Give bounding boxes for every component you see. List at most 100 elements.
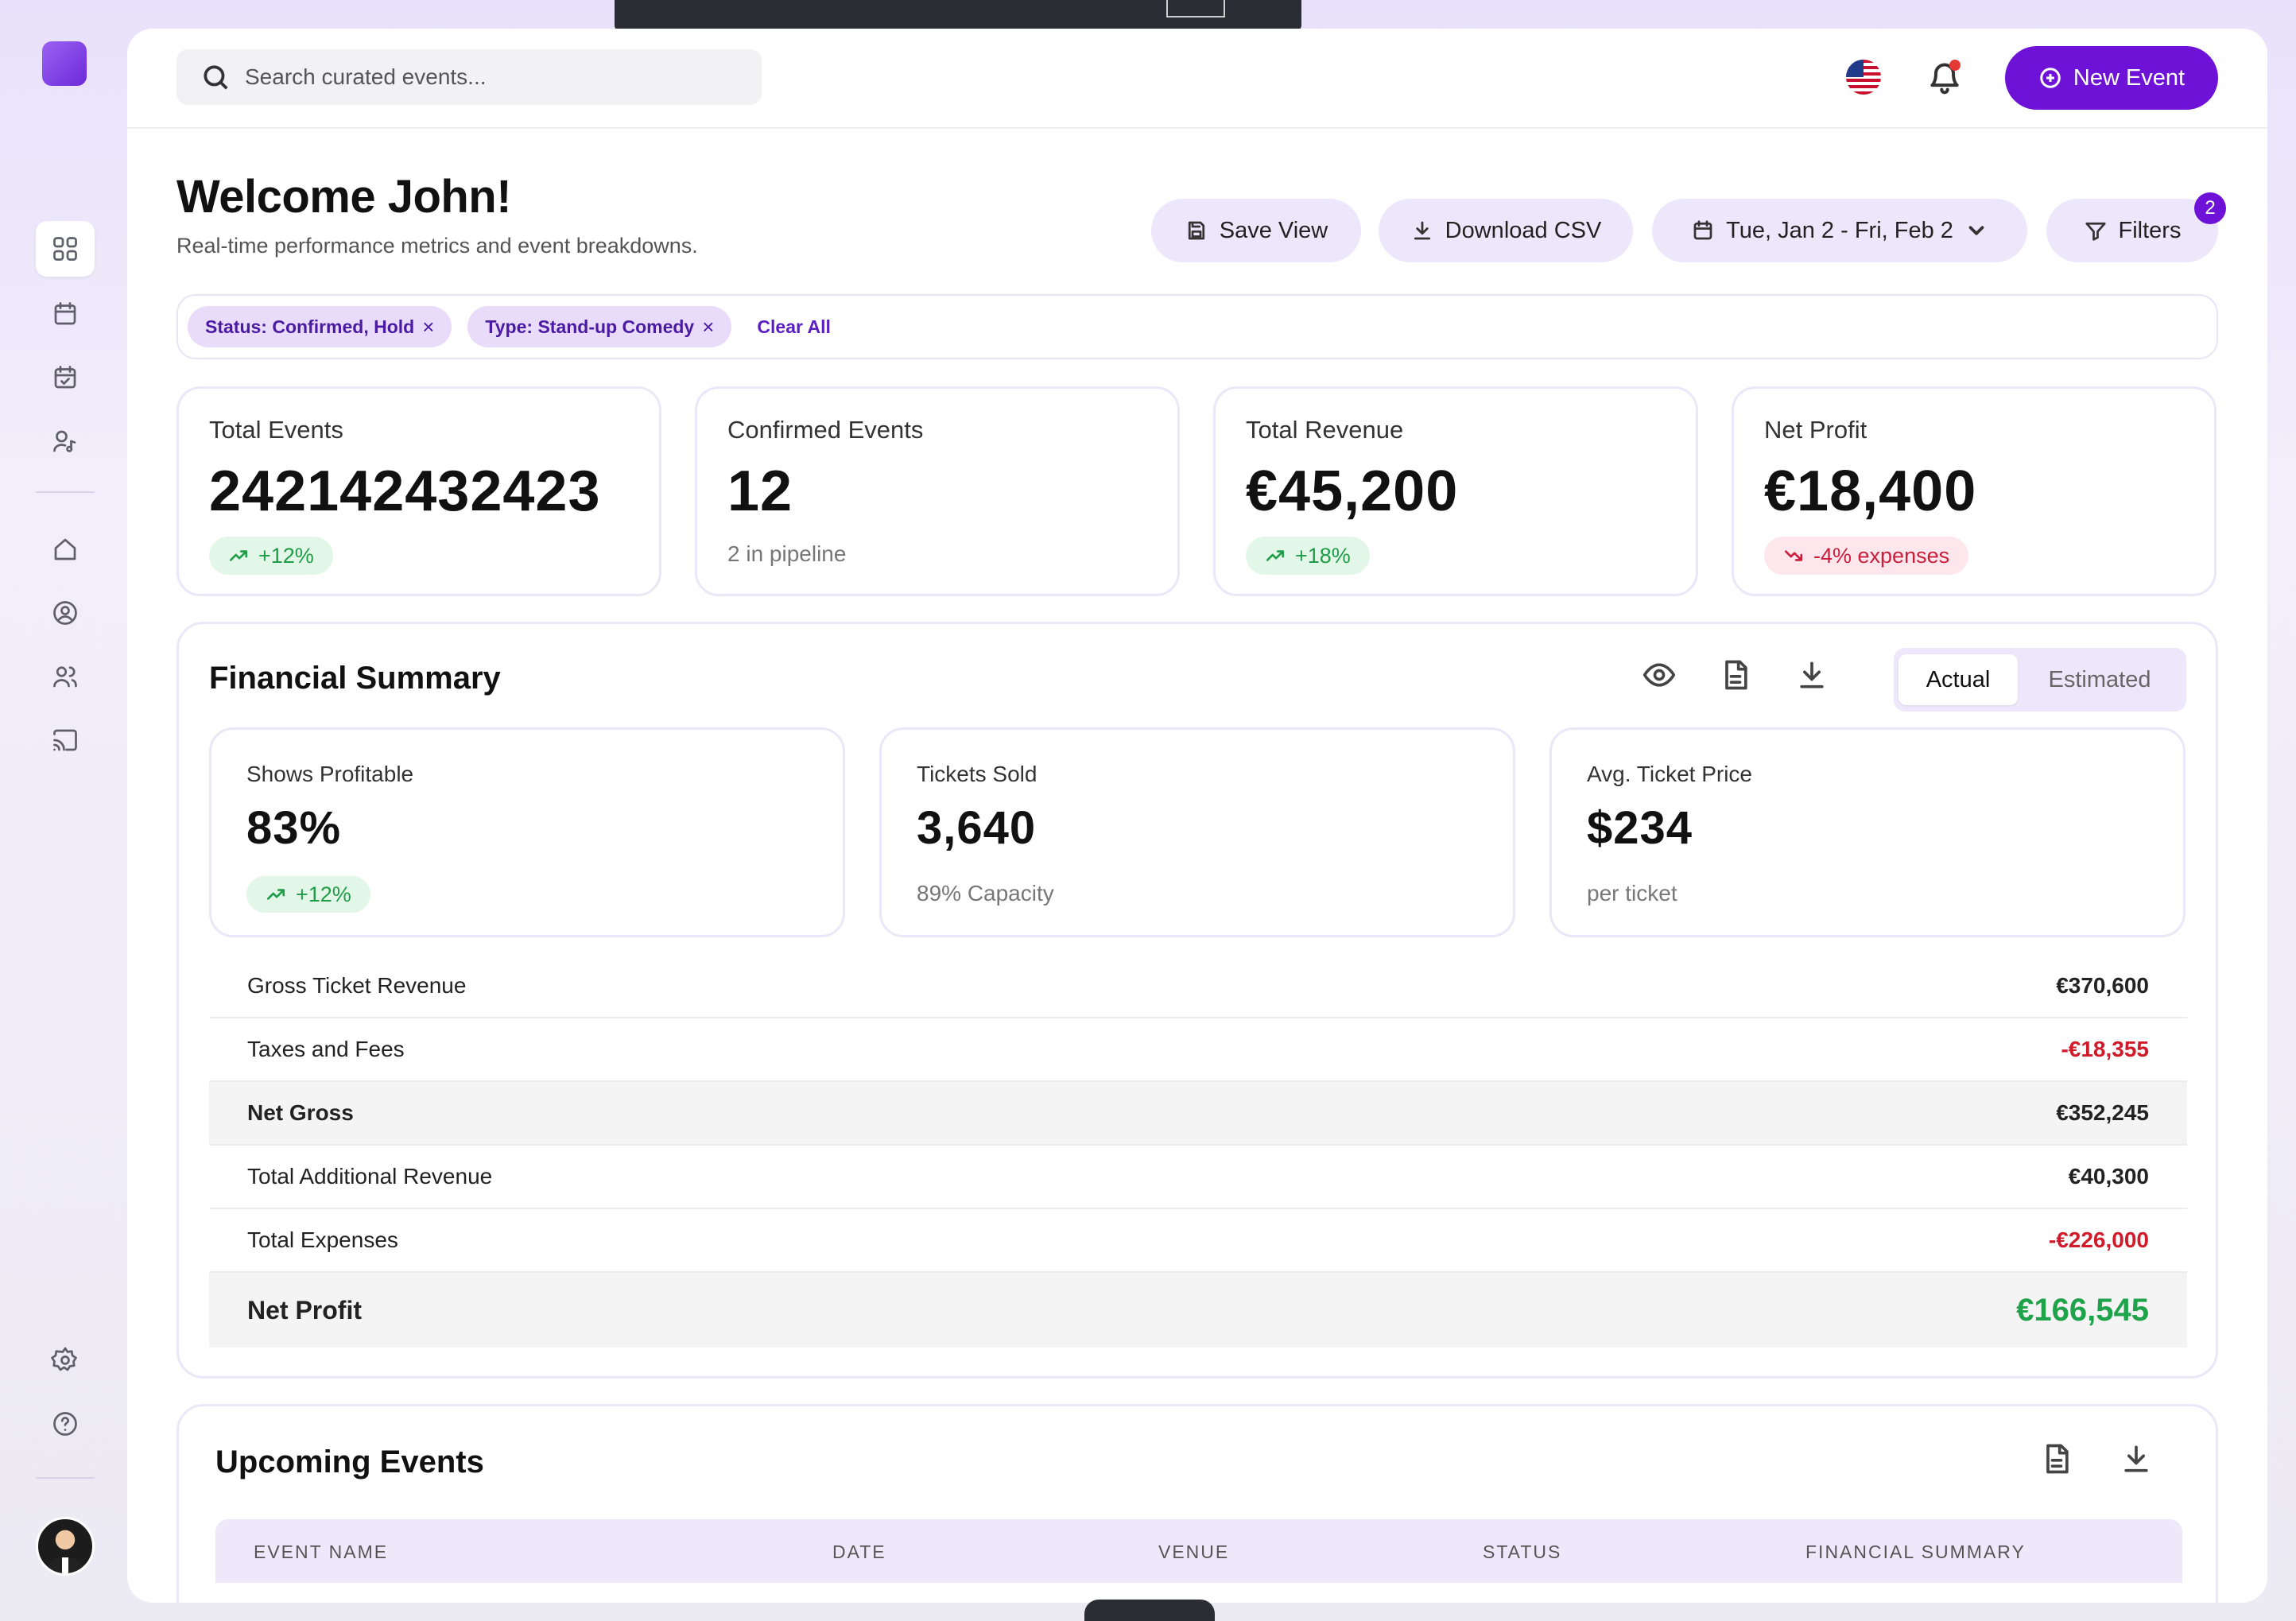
stat-label: Net Profit <box>1764 416 1867 444</box>
metric-note: per ticket <box>1587 881 1677 906</box>
filter-chip-label: Status: Confirmed, Hold <box>205 316 415 337</box>
metric-card-avg-ticket-price: Avg. Ticket Price $234 per ticket <box>1549 727 2185 937</box>
user-circle-icon <box>53 601 77 625</box>
sidebar-item-cast[interactable] <box>36 712 95 768</box>
upcoming-events-title: Upcoming Events <box>215 1445 484 1479</box>
column-header-date[interactable]: DATE <box>832 1542 886 1562</box>
new-event-button[interactable]: New Event <box>2005 46 2218 110</box>
language-flag-icon[interactable] <box>1846 60 1881 95</box>
trend-up-icon <box>266 889 285 900</box>
notifications-button[interactable] <box>1922 56 1967 100</box>
table-row: Taxes and Fees -€18,355 <box>209 1018 2187 1082</box>
row-label: Total Expenses <box>247 1227 398 1252</box>
sidebar-item-bookings[interactable] <box>36 350 95 405</box>
stat-card-confirmed-events: Confirmed Events 12 2 in pipeline <box>695 386 1180 596</box>
sidebar-item-settings[interactable] <box>36 1332 95 1388</box>
sidebar-divider <box>36 491 95 493</box>
close-icon[interactable]: × <box>702 314 715 339</box>
financial-summary-title: Financial Summary <box>209 661 501 696</box>
bell-icon <box>1930 63 1959 95</box>
sidebar-divider-bottom <box>36 1477 95 1479</box>
download-icon[interactable] <box>2119 1441 2154 1476</box>
trend-text: +18% <box>1295 543 1351 568</box>
date-range-picker[interactable]: Tue, Jan 2 - Fri, Feb 2 <box>1652 199 2027 262</box>
search-icon <box>204 65 228 90</box>
new-event-label: New Event <box>2073 64 2185 91</box>
row-value: €352,245 <box>2056 1100 2149 1125</box>
sidebar-item-help[interactable] <box>36 1396 95 1452</box>
notification-dot <box>1949 60 1961 71</box>
eye-icon[interactable] <box>1642 657 1677 692</box>
trend-badge: +12% <box>246 876 370 913</box>
row-value: -€18,355 <box>2061 1037 2149 1061</box>
filters-count-badge: 2 <box>2194 192 2226 224</box>
trend-badge: +12% <box>209 537 333 575</box>
stat-label: Confirmed Events <box>727 416 924 444</box>
column-header-event-name[interactable]: EVENT NAME <box>254 1542 389 1562</box>
sidebar-item-dashboard[interactable] <box>36 221 95 277</box>
table-row: Total Expenses -€226,000 <box>209 1209 2187 1273</box>
sidebar-item-artists[interactable] <box>36 413 95 469</box>
trend-text: +12% <box>296 882 351 906</box>
stat-label: Total Events <box>209 416 343 444</box>
search-input[interactable] <box>245 64 722 90</box>
trend-up-icon <box>1266 550 1285 561</box>
table-row-net-profit: Net Profit €166,545 <box>209 1273 2187 1348</box>
table-row: Net Gross €352,245 <box>209 1082 2187 1146</box>
download-icon <box>1414 221 1430 240</box>
gear-icon <box>51 1347 77 1371</box>
download-csv-button[interactable]: Download CSV <box>1379 199 1633 262</box>
save-view-label: Save View <box>1219 217 1328 243</box>
bottom-floating-tab[interactable] <box>1084 1600 1215 1621</box>
row-value: €370,600 <box>2056 973 2149 998</box>
save-view-button[interactable]: Save View <box>1151 199 1361 262</box>
page-subtitle: Real-time performance metrics and event … <box>176 234 698 258</box>
document-icon[interactable] <box>2039 1441 2074 1476</box>
column-header-status[interactable]: STATUS <box>1483 1542 1562 1562</box>
trend-text: -4% expenses <box>1813 543 1950 568</box>
close-icon[interactable]: × <box>422 314 435 339</box>
document-icon[interactable] <box>1718 657 1753 692</box>
metric-label: Avg. Ticket Price <box>1587 762 1753 786</box>
sidebar-item-calendar[interactable] <box>36 286 95 342</box>
avatar[interactable] <box>36 1517 95 1576</box>
top-bar: New Event <box>127 29 2267 129</box>
toggle-actual[interactable]: Actual <box>1898 654 2018 705</box>
clear-all-link[interactable]: Clear All <box>757 316 831 337</box>
cast-icon <box>53 729 77 751</box>
stat-value: 12 <box>727 460 793 523</box>
column-header-venue[interactable]: VENUE <box>1158 1542 1230 1562</box>
filter-chip-type[interactable]: Type: Stand-up Comedy × <box>467 306 732 347</box>
stat-value: €45,200 <box>1246 460 1459 523</box>
trend-down-icon <box>1784 550 1803 561</box>
home-icon <box>54 538 76 560</box>
toggle-estimated[interactable]: Estimated <box>2048 666 2151 692</box>
active-filters-bar: Status: Confirmed, Hold × Type: Stand-up… <box>176 294 2218 359</box>
filter-chip-status[interactable]: Status: Confirmed, Hold × <box>188 306 452 347</box>
column-header-financial-summary[interactable]: FINANCIAL SUMMARY <box>1805 1542 2026 1562</box>
toast-action-box[interactable] <box>1166 0 1225 17</box>
date-range-label: Tue, Jan 2 - Fri, Feb 2 <box>1726 217 1953 243</box>
app-logo[interactable] <box>42 41 87 86</box>
stat-value: €18,400 <box>1764 460 1977 523</box>
help-icon <box>53 1412 77 1436</box>
financial-actions <box>1642 657 1829 692</box>
download-icon[interactable] <box>1794 657 1829 692</box>
sidebar-item-profile[interactable] <box>36 585 95 641</box>
table-row: Total Additional Revenue €40,300 <box>209 1146 2187 1209</box>
search-box[interactable] <box>176 49 762 105</box>
filters-button[interactable]: Filters 2 <box>2046 192 2226 262</box>
trend-badge: +18% <box>1246 537 1370 575</box>
top-toast-bar <box>615 0 1301 30</box>
calendar-icon <box>54 302 76 325</box>
row-label: Taxes and Fees <box>247 1037 405 1061</box>
table-row: Gross Ticket Revenue €370,600 <box>209 955 2187 1018</box>
stat-note: 2 in pipeline <box>727 541 847 566</box>
sidebar-item-team[interactable] <box>36 649 95 704</box>
metric-value: $234 <box>1587 802 1693 854</box>
row-label: Net Gross <box>247 1100 354 1125</box>
upcoming-events-panel: Upcoming Events EVENT NAME DATE VENUE ST… <box>176 1404 2218 1603</box>
metric-card-shows-profitable: Shows Profitable 83% +12% <box>209 727 845 937</box>
sidebar-item-home[interactable] <box>36 522 95 577</box>
actual-estimated-toggle: Actual Estimated <box>1894 648 2186 712</box>
